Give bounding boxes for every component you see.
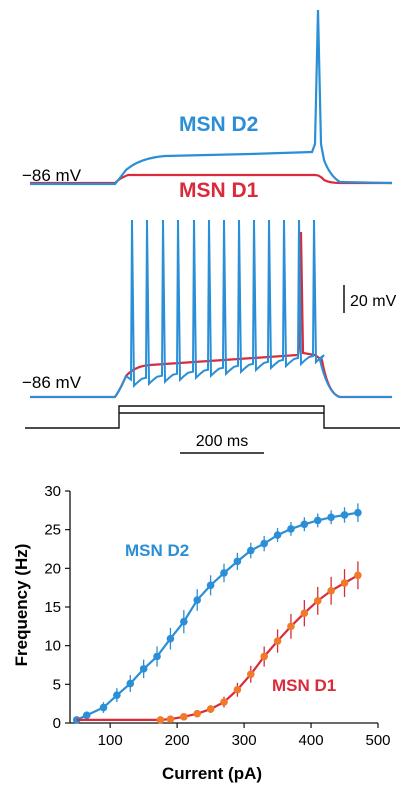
data-point — [354, 508, 362, 517]
data-point — [233, 685, 242, 694]
data-point — [82, 711, 91, 720]
data-point — [313, 597, 322, 605]
series-line-d2 — [76, 511, 359, 721]
data-point — [327, 513, 335, 522]
data-point — [113, 691, 121, 699]
data-point — [246, 670, 255, 679]
data-point — [246, 546, 255, 555]
y-tick-label: 15 — [44, 599, 61, 616]
chart-axes: 100 200 300 400 500 0 5 10 15 20 25 30 — [44, 483, 390, 749]
fi-chart: 100 200 300 400 500 0 5 10 15 20 25 30 MSN D2 MSN D… — [12, 483, 391, 783]
data-point — [206, 705, 215, 713]
chart-label-d1: MSN D1 — [272, 676, 336, 695]
data-point — [340, 511, 349, 519]
data-point — [287, 622, 295, 631]
data-point — [166, 634, 175, 643]
data-point — [206, 581, 215, 590]
data-point — [313, 516, 322, 525]
data-point — [300, 520, 309, 529]
data-point — [126, 679, 135, 688]
data-point — [287, 525, 295, 533]
data-point — [260, 539, 268, 548]
chart-y-axis-title: Frequency (Hz) — [12, 544, 31, 667]
y-tick-label: 0 — [53, 715, 61, 732]
data-point — [180, 617, 188, 626]
y-tick-label: 5 — [53, 676, 61, 693]
x-tick-label: 300 — [232, 732, 257, 749]
top-rmp-label: −86 mV — [22, 166, 82, 185]
data-point — [327, 586, 335, 595]
data-point — [193, 596, 202, 604]
y-tick-label: 25 — [44, 522, 61, 539]
data-point — [166, 715, 175, 723]
chart-label-d2: MSN D2 — [125, 541, 189, 560]
x-tick-label: 500 — [365, 732, 390, 749]
data-point — [99, 703, 108, 712]
top-traces-panel: MSN D2 MSN D1 −86 mV — [22, 9, 393, 202]
top-label-d2: MSN D2 — [179, 113, 258, 136]
x-tick-label: 400 — [299, 732, 324, 749]
stimulus-protocol: 200 ms — [25, 405, 400, 454]
y-tick-label: 10 — [44, 638, 61, 655]
data-point — [72, 716, 81, 724]
data-point — [180, 713, 188, 721]
data-point — [193, 709, 202, 718]
voltage-scale-label: 20 mV — [350, 293, 397, 310]
top-trace-d2 — [30, 9, 393, 186]
chart-series — [72, 503, 362, 724]
data-point — [220, 569, 228, 577]
data-point — [220, 698, 228, 706]
bottom-trace-d2 — [30, 219, 392, 398]
data-point — [139, 665, 148, 673]
top-label-d1: MSN D1 — [179, 179, 259, 202]
y-tick-label: 20 — [44, 560, 61, 577]
data-point — [354, 571, 362, 580]
bottom-traces-panel: −86 mV 20 mV — [22, 219, 397, 399]
time-scale-label: 200 ms — [196, 433, 248, 450]
stimulus-trace-outer — [25, 405, 400, 429]
data-point — [300, 609, 309, 617]
data-point — [340, 579, 349, 587]
x-tick-label: 100 — [98, 732, 123, 749]
data-point — [153, 652, 161, 661]
data-point — [260, 652, 268, 661]
data-point — [233, 557, 242, 566]
y-tick-label: 30 — [44, 483, 61, 500]
data-point — [273, 531, 282, 539]
data-point — [156, 716, 165, 724]
bottom-rmp-label: −86 mV — [22, 373, 82, 392]
x-tick-label: 200 — [165, 732, 190, 749]
chart-x-axis-title: Current (pA) — [162, 764, 262, 783]
data-point — [273, 637, 282, 645]
